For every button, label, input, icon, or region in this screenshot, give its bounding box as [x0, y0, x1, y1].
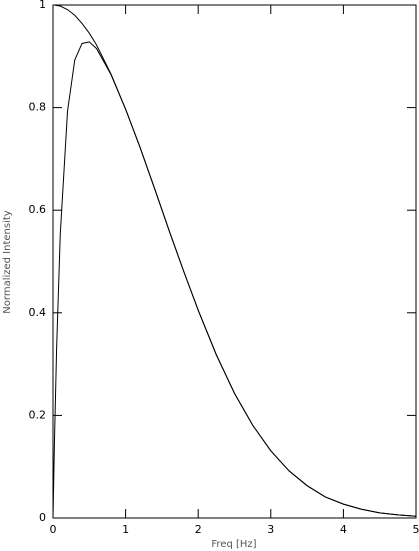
y-tick-label: 1	[39, 0, 46, 11]
x-tick-label: 0	[50, 523, 57, 536]
plot-frame	[52, 4, 417, 519]
line-series	[52, 41, 417, 519]
y-axis-title: Normalized Intensity	[2, 210, 13, 313]
y-tick-label: 0.2	[29, 408, 47, 421]
x-tick-label: 4	[340, 523, 347, 536]
y-tick-label: 0.4	[29, 306, 47, 319]
y-tick-label: 0.6	[29, 203, 47, 216]
y-tick-label: 0.8	[29, 101, 47, 114]
x-tick-label: 2	[195, 523, 202, 536]
x-tick-label: 3	[267, 523, 274, 536]
x-tick-label: 5	[413, 523, 419, 536]
x-axis-title: Freq [Hz]	[211, 539, 256, 550]
x-tick-label: 1	[122, 523, 129, 536]
y-tick-label: 0	[39, 511, 46, 524]
line-series	[53, 4, 417, 517]
